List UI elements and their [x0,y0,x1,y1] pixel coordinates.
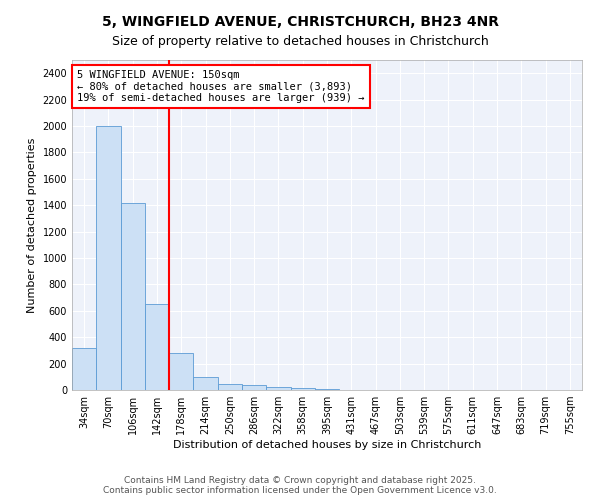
X-axis label: Distribution of detached houses by size in Christchurch: Distribution of detached houses by size … [173,440,481,450]
Text: Contains HM Land Registry data © Crown copyright and database right 2025.
Contai: Contains HM Land Registry data © Crown c… [103,476,497,495]
Text: Size of property relative to detached houses in Christchurch: Size of property relative to detached ho… [112,35,488,48]
Bar [218,384,242,390]
Bar [72,348,96,390]
Bar [266,386,290,390]
Bar [145,304,169,390]
Text: 5, WINGFIELD AVENUE, CHRISTCHURCH, BH23 4NR: 5, WINGFIELD AVENUE, CHRISTCHURCH, BH23 … [101,15,499,29]
Bar [242,385,266,390]
Bar [96,126,121,390]
Bar [169,353,193,390]
Text: 5 WINGFIELD AVENUE: 150sqm
← 80% of detached houses are smaller (3,893)
19% of s: 5 WINGFIELD AVENUE: 150sqm ← 80% of deta… [77,70,365,103]
Y-axis label: Number of detached properties: Number of detached properties [27,138,37,312]
Bar [121,202,145,390]
Bar [193,378,218,390]
Bar [290,388,315,390]
